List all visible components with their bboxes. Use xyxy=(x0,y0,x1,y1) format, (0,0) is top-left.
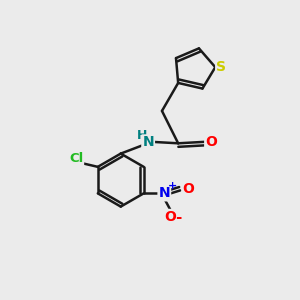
Text: O: O xyxy=(164,210,176,224)
Text: S: S xyxy=(216,60,226,74)
Text: N: N xyxy=(158,186,170,200)
Text: Cl: Cl xyxy=(69,152,83,164)
Text: +: + xyxy=(168,181,177,191)
Text: O: O xyxy=(182,182,194,196)
Text: -: - xyxy=(175,210,182,225)
Text: H: H xyxy=(137,129,147,142)
Text: N: N xyxy=(142,135,154,149)
Text: O: O xyxy=(205,135,217,149)
